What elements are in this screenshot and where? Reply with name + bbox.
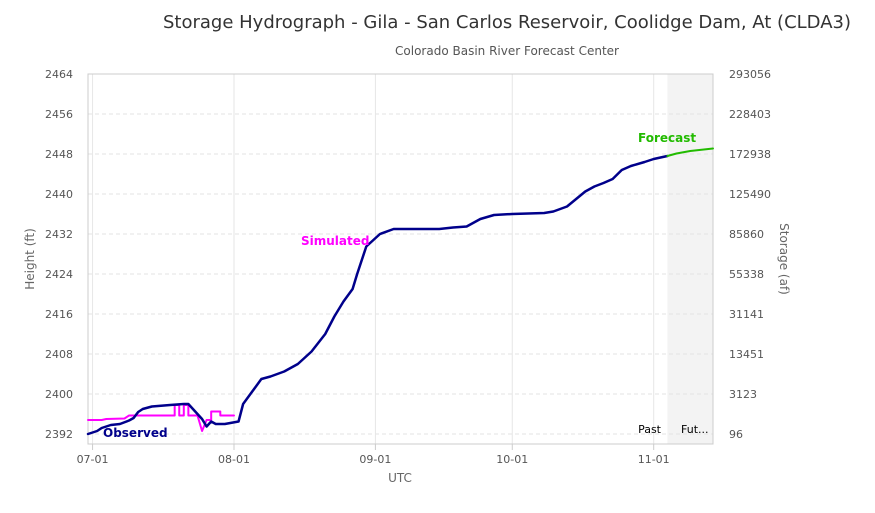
y-tick-label: 2400 [45,388,73,401]
y-tick-label: 2432 [45,228,73,241]
y-tick-label: 2416 [45,308,73,321]
annotation-forecast: Forecast [638,131,696,145]
future-band [667,74,713,444]
x-tick-label: 08-01 [218,453,250,466]
future-label: Fut... [681,423,709,436]
grid [88,73,713,444]
past-label: Past [638,423,662,436]
y-tick-label: 2424 [45,268,73,281]
y2-tick-label: 228403 [729,108,771,121]
series-line-observed [86,154,669,436]
x-tick-label: 09-01 [359,453,391,466]
y2-tick-label: 85860 [729,228,764,241]
y-axis-right: 96 3123 13451 31141 55338 85860 125490 172938 22… [729,68,771,441]
y2-tick-label: 172938 [729,148,771,161]
y2-tick-label: 293056 [729,68,771,81]
series-layer [86,147,714,436]
x-tick-label: 07-01 [77,453,109,466]
y-axis-label: Height (ft) [23,228,37,290]
annotation-observed: Observed [103,426,168,440]
y2-axis-label: Storage (af) [777,223,791,295]
x-axis: 07-01 08-01 09-01 10-01 11-01 [77,444,670,466]
y-tick-label: 2448 [45,148,73,161]
x-axis-label: UTC [388,471,412,485]
y2-tick-label: 125490 [729,188,771,201]
y-tick-label: 2464 [45,68,73,81]
y-tick-label: 2456 [45,108,73,121]
y2-tick-label: 31141 [729,308,764,321]
plot-frame [87,73,714,445]
y2-tick-label: 96 [729,428,743,441]
y-tick-label: 2440 [45,188,73,201]
annotation-simulated: Simulated [301,234,369,248]
chart-title: Storage Hydrograph - Gila - San Carlos R… [163,12,851,33]
chart-subtitle: Colorado Basin River Forecast Center [395,44,619,58]
y-axis-left: 2392 2400 2408 2416 2424 2432 2440 2448 2456 2464 [45,68,73,441]
x-tick-label: 10-01 [496,453,528,466]
y2-tick-label: 3123 [729,388,757,401]
y2-tick-label: 13451 [729,348,764,361]
y-tick-label: 2392 [45,428,73,441]
x-tick-label: 11-01 [638,453,670,466]
series-line-forecast [666,147,714,157]
y2-tick-label: 55338 [729,268,764,281]
y-tick-label: 2408 [45,348,73,361]
